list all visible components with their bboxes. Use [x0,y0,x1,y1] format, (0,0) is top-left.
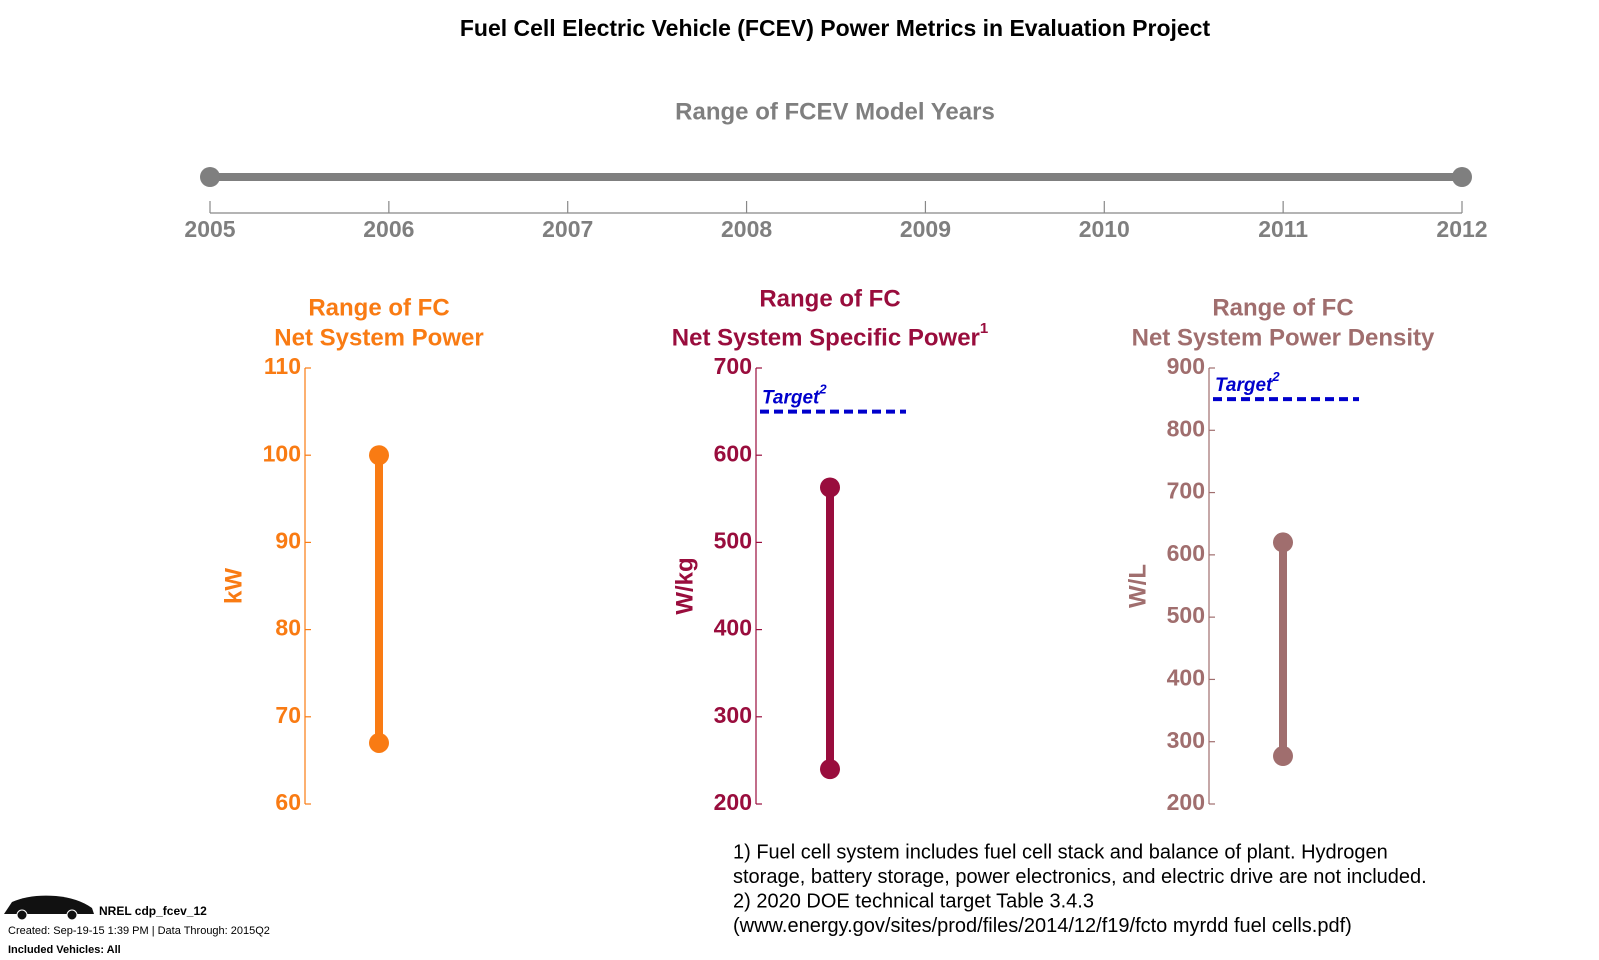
footer-vehicles: Included Vehicles: All [8,944,121,956]
panel-title: Net System Specific Power1 [672,320,988,351]
panel-title: Range of FC [1212,294,1353,321]
footer-created: Created: Sep-19-15 1:39 PM | Data Throug… [8,925,270,937]
range-end [820,477,840,498]
target-note: 2 [1271,370,1280,385]
footer: NREL cdp_fcev_12 Created: Sep-19-15 1:39… [4,895,270,956]
y-tick-label: 70 [275,702,301,728]
range-end [1273,746,1293,767]
y-tick-label: 80 [275,615,301,641]
panel-title: Range of FC [308,294,449,321]
y-tick-label: 200 [1167,789,1205,815]
x-tick-label: 2006 [363,216,414,242]
y-tick-label: 800 [1167,415,1205,441]
car-wheel [16,909,28,921]
panel-title: Net System Power [274,324,483,351]
y-tick-label: 500 [714,527,752,553]
footnote: 2) 2020 DOE technical target Table 3.4.3 [733,890,1094,912]
x-tick-label: 2011 [1258,216,1308,242]
page-title: Fuel Cell Electric Vehicle (FCEV) Power … [460,15,1211,41]
range-end [369,732,389,753]
target-label: Target2 [1215,370,1280,397]
title-note: 1 [980,320,988,337]
y-tick-label: 500 [1167,602,1205,628]
car-wheel [66,909,78,921]
car-icon [4,895,94,914]
x-tick-label: 2008 [721,216,772,242]
y-tick-label: 300 [714,702,752,728]
y-tick-label: 90 [275,527,301,553]
footer-id: NREL cdp_fcev_12 [99,904,207,918]
y-tick-label: 400 [714,615,752,641]
y-tick-label: 400 [1167,665,1205,691]
range-end [200,167,220,187]
range-end [369,445,389,466]
y-tick-label: 600 [714,440,752,466]
y-axis-label: W/kg [671,557,698,614]
y-tick-label: 900 [1167,353,1205,379]
x-tick-label: 2007 [542,216,593,242]
range-end [1273,532,1293,553]
footnote: 1) Fuel cell system includes fuel cell s… [733,841,1388,863]
panel-title: Net System Power Density [1132,324,1435,351]
range-end [820,759,840,780]
target-label: Target2 [762,382,827,409]
y-tick-label: 700 [714,353,752,379]
footnote: storage, battery storage, power electron… [733,866,1427,888]
x-tick-label: 2010 [1079,216,1130,242]
target-note: 2 [818,382,827,397]
y-axis-label: W/L [1124,564,1151,608]
y-tick-label: 60 [275,789,301,815]
y-axis-label: kW [220,568,247,604]
x-tick-label: 2009 [900,216,951,242]
y-tick-label: 300 [1167,727,1205,753]
range-end [1452,167,1472,187]
y-tick-label: 110 [264,353,301,379]
panel-title: Range of FC [759,285,900,312]
y-tick-label: 100 [263,440,301,466]
footnote: (www.energy.gov/sites/prod/files/2014/12… [733,915,1352,937]
y-tick-label: 600 [1167,540,1205,566]
x-tick-label: 2005 [184,216,235,242]
y-tick-label: 700 [1167,478,1205,504]
panel-title: Range of FCEV Model Years [675,98,995,125]
x-tick-label: 2012 [1436,216,1487,242]
y-tick-label: 200 [714,789,752,815]
